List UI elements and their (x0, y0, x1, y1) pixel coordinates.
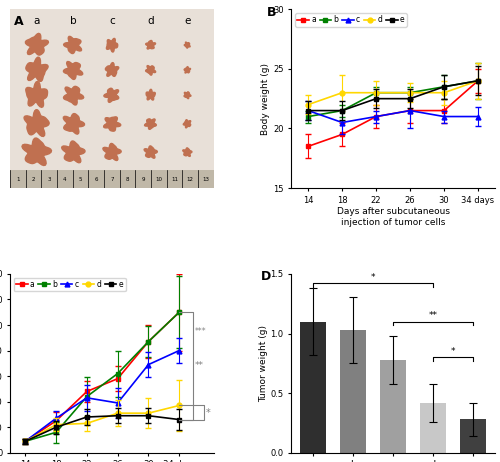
Polygon shape (26, 81, 48, 107)
Text: *: * (371, 273, 376, 282)
Polygon shape (106, 38, 118, 52)
Bar (460, 419, 485, 453)
Polygon shape (26, 57, 48, 81)
Text: *: * (206, 408, 210, 418)
Polygon shape (184, 42, 190, 48)
Polygon shape (184, 92, 191, 98)
Legend: a, b, c, d, e: a, b, c, d, e (295, 13, 407, 27)
Polygon shape (22, 138, 52, 165)
Polygon shape (146, 41, 156, 49)
Polygon shape (146, 89, 156, 100)
Polygon shape (106, 63, 119, 76)
Polygon shape (144, 146, 158, 158)
Text: **: ** (195, 361, 204, 371)
Polygon shape (144, 119, 156, 129)
Polygon shape (62, 141, 85, 163)
Bar (300, 322, 326, 453)
Bar (420, 403, 446, 453)
Polygon shape (104, 88, 118, 103)
Text: D: D (260, 270, 271, 283)
Polygon shape (64, 61, 82, 79)
Polygon shape (103, 143, 121, 160)
Y-axis label: Body weight (g): Body weight (g) (261, 63, 270, 134)
Polygon shape (26, 33, 48, 55)
Bar (380, 360, 406, 453)
Polygon shape (104, 117, 120, 131)
Bar (340, 330, 366, 453)
Text: c: c (109, 16, 115, 26)
Text: b: b (70, 16, 76, 26)
Polygon shape (64, 114, 84, 134)
Polygon shape (146, 66, 156, 75)
Text: a: a (34, 16, 40, 26)
Polygon shape (64, 86, 84, 105)
Text: B: B (267, 6, 276, 18)
Polygon shape (184, 120, 190, 128)
Polygon shape (64, 36, 82, 54)
Polygon shape (24, 109, 49, 136)
Text: ***: *** (195, 327, 206, 336)
X-axis label: Days after subcutaneous
injection of tumor cells: Days after subcutaneous injection of tum… (336, 207, 450, 227)
Polygon shape (183, 148, 192, 157)
Polygon shape (184, 67, 190, 73)
Text: A: A (14, 15, 24, 28)
Text: **: ** (428, 311, 438, 321)
Legend: a, b, c, d, e: a, b, c, d, e (14, 278, 126, 292)
Text: *: * (450, 347, 455, 356)
Y-axis label: Tumor weight (g): Tumor weight (g) (258, 325, 268, 402)
Text: e: e (184, 16, 190, 26)
Text: d: d (148, 16, 154, 26)
